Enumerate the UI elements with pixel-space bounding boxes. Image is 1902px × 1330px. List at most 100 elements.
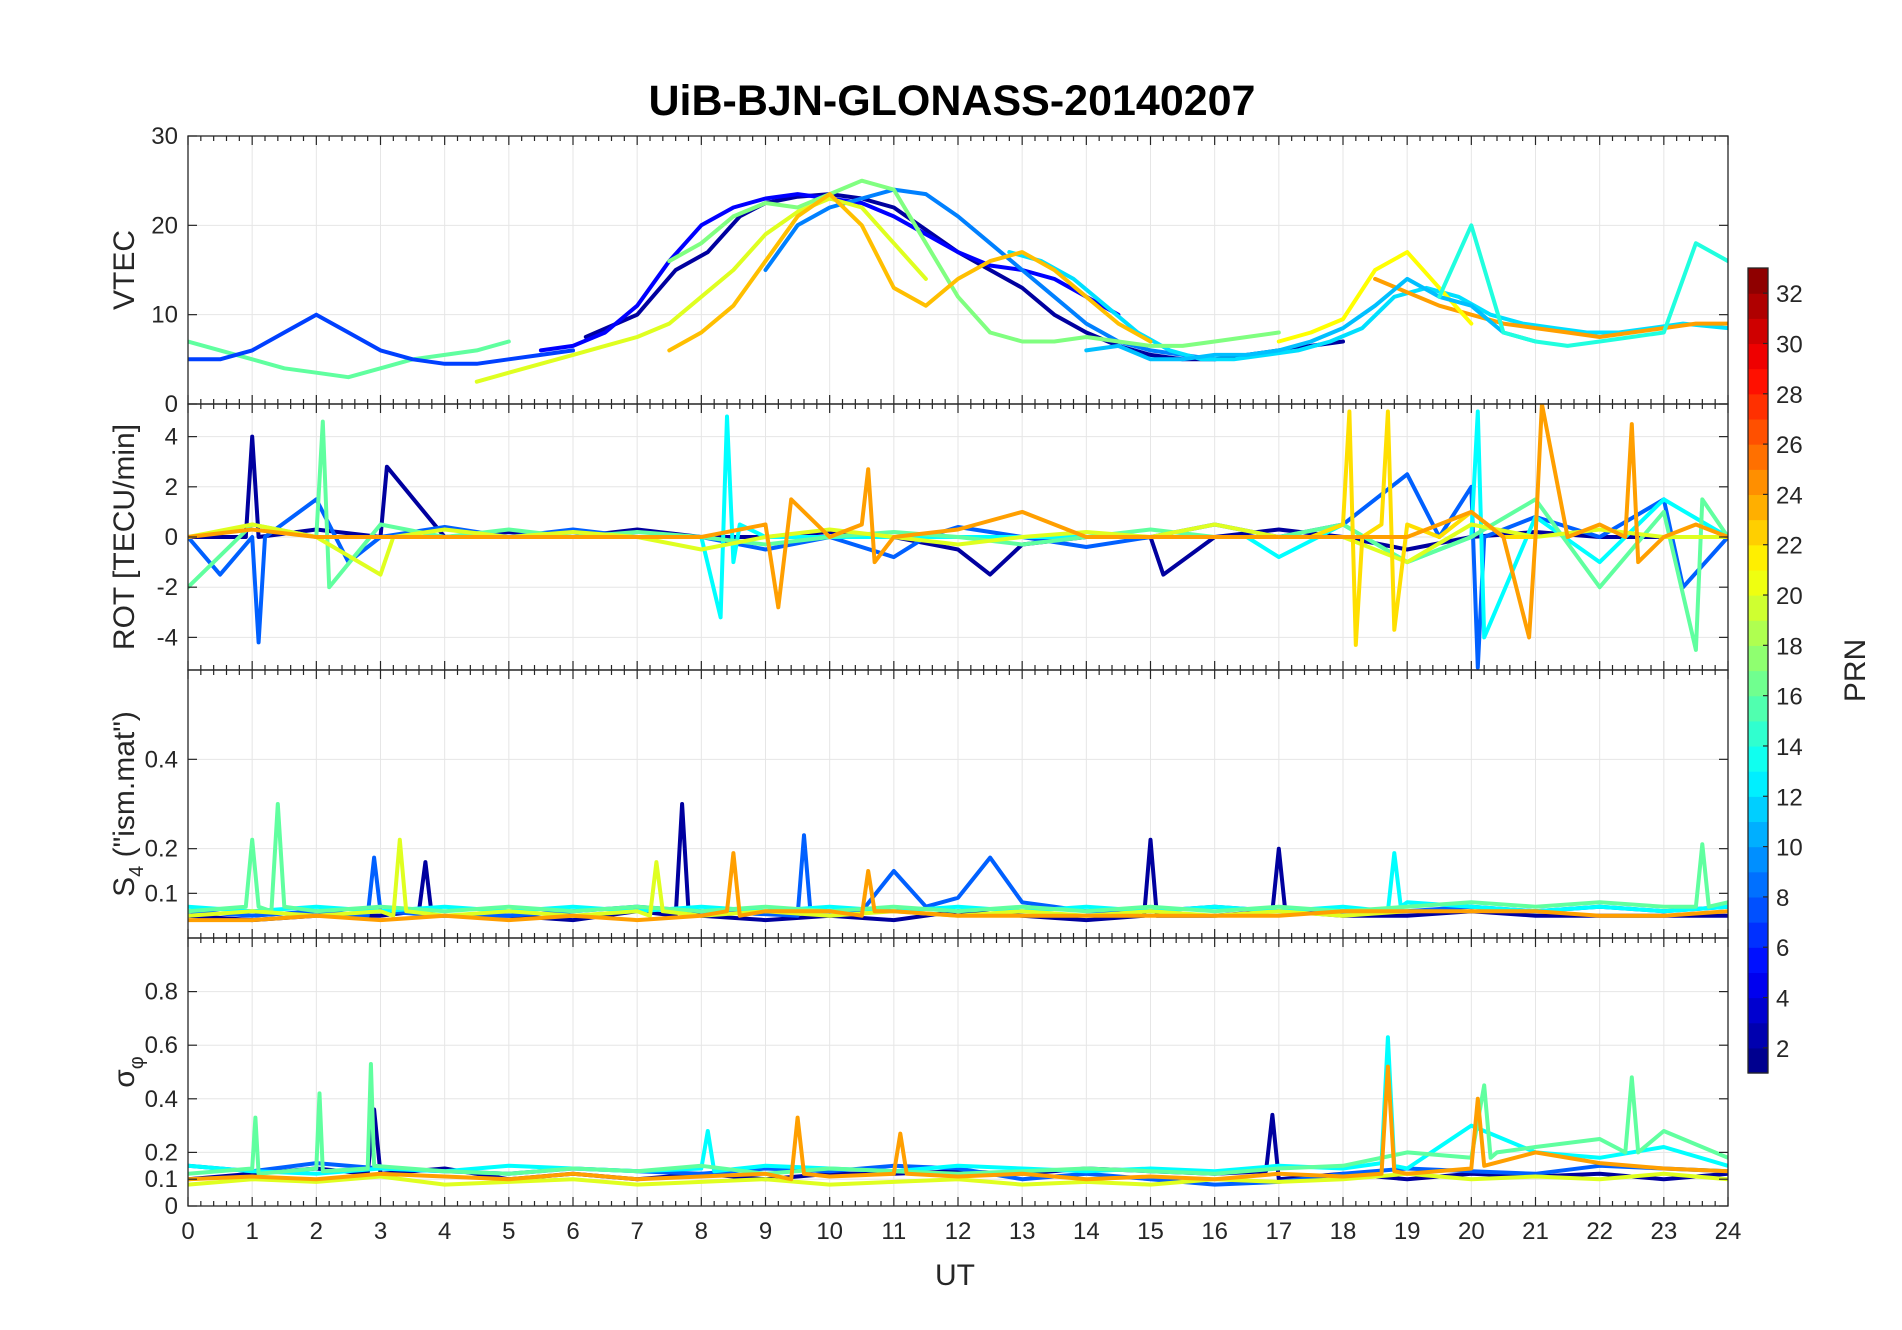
colorbar-segment: [1748, 418, 1768, 445]
x-tick-label: 12: [945, 1218, 972, 1245]
x-tick-label: 18: [1330, 1218, 1357, 1245]
series-prn-13: [188, 1035, 1728, 1176]
y-tick-label: 2: [165, 474, 178, 501]
x-tick-label: 16: [1201, 1218, 1228, 1245]
colorbar-segment: [1748, 595, 1768, 621]
series-prn-23: [667, 192, 1153, 353]
colorbar-segment: [1748, 469, 1768, 496]
chart-title: UiB-BJN-GLONASS-20140207: [649, 77, 1256, 125]
x-tick-label: 9: [759, 1218, 772, 1245]
colorbar-segment: [1748, 972, 1768, 999]
colorbar-tick-label: 2: [1776, 1036, 1789, 1063]
y-tick-label: 4: [165, 424, 178, 451]
series-prn-20: [474, 196, 928, 384]
colorbar-segment: [1748, 821, 1768, 848]
panel-4: 00.10.2 0.4 0.6 0.8 σφ: [108, 937, 1729, 1220]
x-tick-label: 15: [1137, 1218, 1164, 1245]
colorbar-tick-label: 24: [1776, 482, 1803, 509]
y-tick-label: 0.4: [145, 1086, 178, 1113]
series-prn-24: [1373, 276, 1728, 339]
y-tick-label: 0.1: [145, 1166, 178, 1193]
colorbar-segment: [1748, 670, 1768, 697]
y-tick-label: 0.6: [145, 1032, 178, 1059]
series-prn-16: [188, 339, 511, 380]
colorbar-segment: [1748, 268, 1768, 294]
colorbar-tick-label: 20: [1776, 583, 1803, 610]
series-prn-20: [188, 1171, 1728, 1187]
y-tick-label: 20: [151, 212, 178, 239]
colorbar-segment: [1748, 645, 1768, 672]
x-tick-label: 23: [1650, 1218, 1677, 1245]
colorbar-segment: [1748, 796, 1768, 823]
x-tick-label: 10: [816, 1218, 843, 1245]
series-prn-16: [188, 802, 1728, 914]
series-prn-24: [188, 404, 1728, 640]
colorbar-tick-label: 8: [1776, 885, 1789, 912]
colorbar-tick-label: 14: [1776, 734, 1803, 761]
colorbar-tick-label: 22: [1776, 533, 1803, 560]
x-tick-label: 6: [566, 1218, 579, 1245]
panel-1: 0 10 20 30 VTEC: [108, 123, 1729, 418]
x-tick-label: 2: [310, 1218, 323, 1245]
colorbar-segment: [1748, 293, 1768, 319]
series-prn-20: [188, 837, 1410, 918]
series-prn-17: [667, 178, 1281, 348]
colorbar-label: PRN: [1839, 639, 1872, 702]
x-tick-label: 7: [630, 1218, 643, 1245]
series-group: [188, 404, 1728, 670]
colorbar-tick-label: 18: [1776, 633, 1803, 660]
colorbar-segment: [1748, 922, 1768, 948]
y-tick-label: 30: [151, 123, 178, 150]
colorbar-segment: [1748, 519, 1768, 546]
x-tick-label: 1: [245, 1218, 258, 1245]
y-axis-label: S4 ("ism.mat"): [108, 711, 148, 897]
x-tick-label: 17: [1265, 1218, 1292, 1245]
y-tick-label: 0.1: [145, 880, 178, 907]
series-prn-24: [188, 1064, 1728, 1182]
colorbar-segment: [1748, 620, 1768, 646]
series-prn-7: [188, 312, 575, 366]
y-tick-label: -4: [157, 624, 178, 651]
y-tick-label: 0: [165, 524, 178, 551]
x-tick-label: 8: [695, 1218, 708, 1245]
y-tick-label: 0: [165, 1193, 178, 1220]
colorbar-segment: [1748, 544, 1768, 571]
y-tick-label: 0.2: [145, 1139, 178, 1166]
y-axis-label: VTEC: [108, 230, 141, 310]
colorbar-segment: [1748, 745, 1768, 772]
series-prn-16: [188, 1062, 1728, 1176]
x-tick-label: 21: [1522, 1218, 1549, 1245]
colorbar-segment: [1748, 997, 1768, 1024]
colorbar-segment: [1748, 368, 1768, 395]
x-tick-label: 11: [881, 1218, 906, 1245]
colorbar-segment: [1748, 720, 1768, 747]
y-tick-label: 0.2: [145, 836, 178, 863]
colorbar-segment: [1748, 896, 1768, 923]
colorbar-tick-label: 26: [1776, 432, 1803, 459]
x-tick-label: 22: [1586, 1218, 1613, 1245]
series-prn-11: [1084, 276, 1538, 362]
colorbar-segment: [1748, 393, 1768, 420]
series-group: [188, 1035, 1728, 1187]
series-prn-24: [188, 851, 1728, 923]
x-tick-label: 24: [1715, 1218, 1742, 1245]
colorbar-segment: [1748, 444, 1768, 470]
y-axis-label: σφ: [108, 1056, 148, 1088]
colorbar-segment: [1748, 569, 1768, 596]
colorbar-tick-label: 4: [1776, 986, 1789, 1013]
colorbar-tick-label: 12: [1776, 784, 1803, 811]
colorbar-segment: [1748, 494, 1768, 521]
colorbar-tick-label: 32: [1776, 281, 1803, 308]
x-tick-label: 5: [502, 1218, 515, 1245]
x-tick-label: 20: [1458, 1218, 1485, 1245]
colorbar-segment: [1748, 318, 1768, 345]
y-tick-label: -2: [157, 574, 178, 601]
y-tick-label: 10: [151, 302, 178, 329]
x-tick-label: 19: [1394, 1218, 1421, 1245]
y-tick-label: 0: [165, 391, 178, 418]
series-prn-14: [1437, 223, 1728, 348]
y-tick-label: 0.4: [145, 746, 178, 773]
colorbar-segment: [1748, 695, 1768, 722]
